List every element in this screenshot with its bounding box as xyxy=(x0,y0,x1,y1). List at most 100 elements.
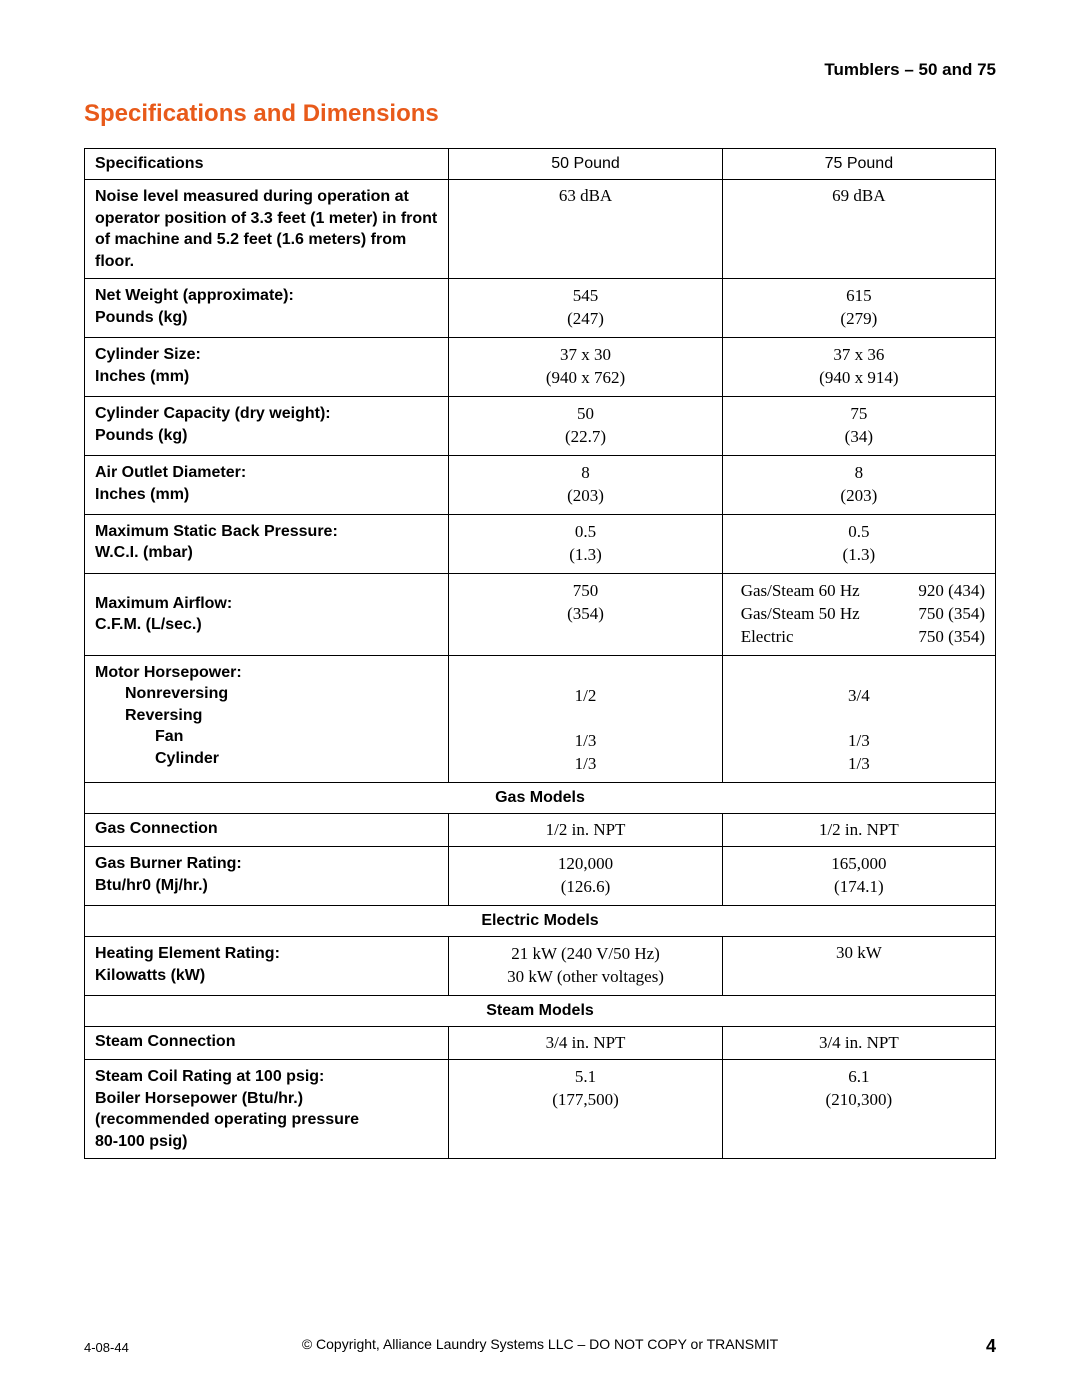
spec-value: 545 (247) xyxy=(449,279,722,338)
table-header-row: Specifications 50 Pound 75 Pound xyxy=(85,149,996,180)
spec-value: 75 (34) xyxy=(722,397,995,456)
value-line: 6.1 xyxy=(848,1067,869,1086)
spec-label: Cylinder Capacity (dry weight): Pounds (… xyxy=(85,397,449,456)
page-footer: 4-08-44 © Copyright, Alliance Laundry Sy… xyxy=(84,1336,996,1357)
value-line: 1/3 xyxy=(848,754,870,773)
spec-value: 63 dBA xyxy=(449,180,722,279)
label-line: 80-100 psig) xyxy=(95,1133,187,1150)
value-line: (22.7) xyxy=(565,427,606,446)
col-header-spec: Specifications xyxy=(85,149,449,180)
table-row: Motor Horsepower: Nonreversing Reversing… xyxy=(85,655,996,783)
label-line: Inches (mm) xyxy=(95,486,189,503)
spec-label: Net Weight (approximate): Pounds (kg) xyxy=(85,279,449,338)
value-line: 1/3 xyxy=(575,754,597,773)
value-line: 1/3 xyxy=(848,731,870,750)
label-line: Cylinder xyxy=(95,748,438,770)
col-header-75: 75 Pound xyxy=(722,149,995,180)
table-row: Net Weight (approximate): Pounds (kg) 54… xyxy=(85,279,996,338)
airflow-line: Gas/Steam 60 Hz 920 (434) xyxy=(741,580,985,603)
section-header-row: Electric Models xyxy=(85,906,996,937)
table-row: Maximum Static Back Pressure: W.C.I. (mb… xyxy=(85,514,996,573)
spec-value: 615 (279) xyxy=(722,279,995,338)
spec-value: 1/2 in. NPT xyxy=(449,814,722,847)
page-header: Tumblers – 50 and 75 xyxy=(84,60,996,80)
spec-value: 8 (203) xyxy=(449,456,722,515)
col-header-50: 50 Pound xyxy=(449,149,722,180)
section-header: Gas Models xyxy=(85,783,996,814)
value-line: (354) xyxy=(567,604,604,623)
value-line: (279) xyxy=(840,309,877,328)
spec-value: 5.1 (177,500) xyxy=(449,1060,722,1159)
spec-label: Cylinder Size: Inches (mm) xyxy=(85,338,449,397)
section-header-row: Gas Models xyxy=(85,783,996,814)
section-header: Electric Models xyxy=(85,906,996,937)
value-line: (34) xyxy=(845,427,873,446)
label-line: Pounds (kg) xyxy=(95,309,187,326)
spec-label: Gas Burner Rating: Btu/hr0 (Mj/hr.) xyxy=(85,847,449,906)
label-line: W.C.I. (mbar) xyxy=(95,544,193,561)
table-row: Cylinder Capacity (dry weight): Pounds (… xyxy=(85,397,996,456)
label-line: C.F.M. (L/sec.) xyxy=(95,616,202,633)
value-line: (247) xyxy=(567,309,604,328)
spec-label: Heating Element Rating: Kilowatts (kW) xyxy=(85,937,449,996)
spec-label: Maximum Static Back Pressure: W.C.I. (mb… xyxy=(85,514,449,573)
value-line: 1/2 xyxy=(575,686,597,705)
value-line: (203) xyxy=(840,486,877,505)
value-line: (203) xyxy=(567,486,604,505)
table-row: Gas Connection 1/2 in. NPT 1/2 in. NPT xyxy=(85,814,996,847)
spec-value: 750 (354) xyxy=(449,573,722,655)
spec-value: 37 x 30 (940 x 762) xyxy=(449,338,722,397)
table-row: Noise level measured during operation at… xyxy=(85,180,996,279)
label-line: Air Outlet Diameter: xyxy=(95,464,246,481)
value-line: (126.6) xyxy=(561,877,611,896)
label-line: Fan xyxy=(95,726,438,748)
spec-value: 6.1 (210,300) xyxy=(722,1060,995,1159)
spec-label: Maximum Airflow: C.F.M. (L/sec.) xyxy=(85,573,449,655)
value-line: 8 xyxy=(581,463,590,482)
spec-label: Air Outlet Diameter: Inches (mm) xyxy=(85,456,449,515)
spec-value: 1/2 1/3 1/3 xyxy=(449,655,722,783)
label-line: Net Weight (approximate): xyxy=(95,287,294,304)
airflow-line: Gas/Steam 50 Hz 750 (354) xyxy=(741,603,985,626)
label-line: Heating Element Rating: xyxy=(95,945,280,962)
label-line: Steam Coil Rating at 100 psig: xyxy=(95,1068,324,1085)
spec-label: Steam Coil Rating at 100 psig: Boiler Ho… xyxy=(85,1060,449,1159)
spec-value: 1/2 in. NPT xyxy=(722,814,995,847)
spec-value: 30 kW xyxy=(722,937,995,996)
spec-value: 165,000 (174.1) xyxy=(722,847,995,906)
value-line: 3/4 xyxy=(848,686,870,705)
spec-value: 69 dBA xyxy=(722,180,995,279)
label-line: Maximum Airflow: xyxy=(95,595,232,612)
value-line: 165,000 xyxy=(831,854,886,873)
table-row: Gas Burner Rating: Btu/hr0 (Mj/hr.) 120,… xyxy=(85,847,996,906)
label-line: Maximum Static Back Pressure: xyxy=(95,523,338,540)
label-line: Motor Horsepower: xyxy=(95,664,242,681)
value-line: 37 x 36 xyxy=(833,345,884,364)
label-line: Cylinder Size: xyxy=(95,346,201,363)
label-line: Pounds (kg) xyxy=(95,427,187,444)
value-line: (940 x 762) xyxy=(546,368,625,387)
value-line: (1.3) xyxy=(843,545,876,564)
value-line: (210,300) xyxy=(826,1090,893,1109)
spec-value: 0.5 (1.3) xyxy=(449,514,722,573)
label-line: Gas Burner Rating: xyxy=(95,855,242,872)
value-line: 75 xyxy=(850,404,867,423)
table-row: Maximum Airflow: C.F.M. (L/sec.) 750 (35… xyxy=(85,573,996,655)
value-line: (940 x 914) xyxy=(819,368,898,387)
table-row: Air Outlet Diameter: Inches (mm) 8 (203)… xyxy=(85,456,996,515)
value-line: 37 x 30 xyxy=(560,345,611,364)
value-line: 615 xyxy=(846,286,872,305)
spec-value: 21 kW (240 V/50 Hz) 30 kW (other voltage… xyxy=(449,937,722,996)
airflow-val: 750 (354) xyxy=(918,626,985,649)
table-row: Steam Connection 3/4 in. NPT 3/4 in. NPT xyxy=(85,1027,996,1060)
spec-value: 8 (203) xyxy=(722,456,995,515)
table-row: Cylinder Size: Inches (mm) 37 x 30 (940 … xyxy=(85,338,996,397)
airflow-label: Electric xyxy=(741,626,794,649)
specifications-table: Specifications 50 Pound 75 Pound Noise l… xyxy=(84,148,996,1159)
spec-value: 120,000 (126.6) xyxy=(449,847,722,906)
value-line: 545 xyxy=(573,286,599,305)
value-line: 50 xyxy=(577,404,594,423)
spec-value: 50 (22.7) xyxy=(449,397,722,456)
label-line: Inches (mm) xyxy=(95,368,189,385)
table-row: Heating Element Rating: Kilowatts (kW) 2… xyxy=(85,937,996,996)
